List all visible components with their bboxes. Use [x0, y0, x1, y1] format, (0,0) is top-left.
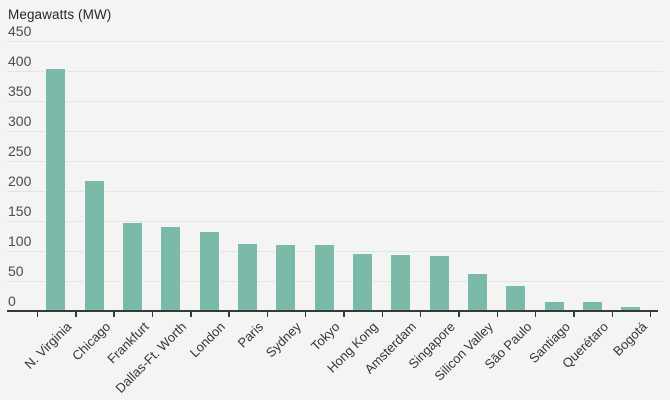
bar-frankfurt[interactable]	[122, 222, 144, 311]
gridline-150	[7, 221, 663, 222]
bar-paris[interactable]	[237, 242, 258, 311]
y-tick-label-250: 250	[8, 143, 32, 159]
y-tick-label-50: 50	[8, 263, 24, 279]
bar-amsterdam[interactable]	[390, 254, 412, 311]
bar-santiago[interactable]	[543, 300, 565, 311]
bar-s-o-paulo[interactable]	[505, 285, 527, 311]
x-axis-tick	[611, 312, 614, 317]
y-tick-label-300: 300	[8, 113, 32, 129]
gridline-200	[7, 191, 663, 192]
x-axis-tick	[343, 312, 345, 317]
bar-london[interactable]	[198, 230, 220, 311]
x-axis-tick	[496, 312, 499, 317]
y-tick-label-150: 150	[8, 203, 32, 219]
x-category-label-n-virginia: N. Virginia	[21, 319, 75, 372]
x-category-label-london: London	[186, 319, 228, 361]
x-axis-tick	[419, 312, 422, 317]
x-category-label-paris: Paris	[234, 319, 267, 351]
gridline-400	[7, 71, 663, 72]
x-axis-tick	[534, 312, 537, 317]
y-tick-label-450: 450	[8, 23, 32, 39]
y-tick-label-100: 100	[8, 233, 32, 249]
bar-dallas-ft-worth[interactable]	[160, 226, 182, 311]
bar-silicon-valley[interactable]	[466, 272, 488, 311]
gridline-100	[7, 251, 663, 252]
gridline-450	[7, 41, 663, 42]
y-tick-label-0: 0	[8, 293, 16, 309]
x-axis-tick	[36, 312, 39, 317]
x-axis-tick	[151, 312, 154, 317]
x-axis-tick	[266, 312, 269, 317]
x-axis-tick	[190, 312, 192, 317]
x-category-label-bogot-: Bogotá	[609, 319, 650, 359]
x-axis-tick	[381, 312, 384, 317]
bar-chicago[interactable]	[83, 179, 105, 311]
x-axis-line	[7, 310, 658, 312]
bar-sydney[interactable]	[275, 243, 297, 311]
x-category-label-tokyo: Tokyo	[308, 319, 343, 354]
bar-quer-taro[interactable]	[581, 301, 603, 311]
chart-title: Megawatts (MW)	[8, 7, 112, 22]
x-axis-tick	[649, 312, 652, 317]
x-axis-tick	[304, 312, 307, 317]
x-axis-tick	[228, 312, 230, 317]
bar-singapore[interactable]	[428, 255, 450, 311]
gridline-300	[7, 131, 663, 132]
gridline-350	[7, 101, 663, 102]
x-axis-tick	[113, 312, 115, 317]
y-tick-label-200: 200	[8, 173, 32, 189]
y-tick-label-350: 350	[8, 83, 32, 99]
bar-tokyo[interactable]	[313, 244, 335, 311]
x-axis-tick	[75, 312, 77, 317]
x-axis-tick	[573, 312, 575, 317]
bar-n-virginia[interactable]	[45, 68, 67, 311]
x-axis-tick	[458, 312, 460, 317]
x-category-label-sydney: Sydney	[263, 319, 305, 361]
y-tick-label-400: 400	[8, 53, 32, 69]
bar-bogot-[interactable]	[620, 305, 642, 311]
bar-hong-kong[interactable]	[351, 253, 373, 311]
gridline-50	[7, 281, 663, 282]
x-category-label-dallas-ft-worth: Dallas-Ft. Worth	[112, 319, 190, 396]
gridline-250	[7, 161, 663, 162]
